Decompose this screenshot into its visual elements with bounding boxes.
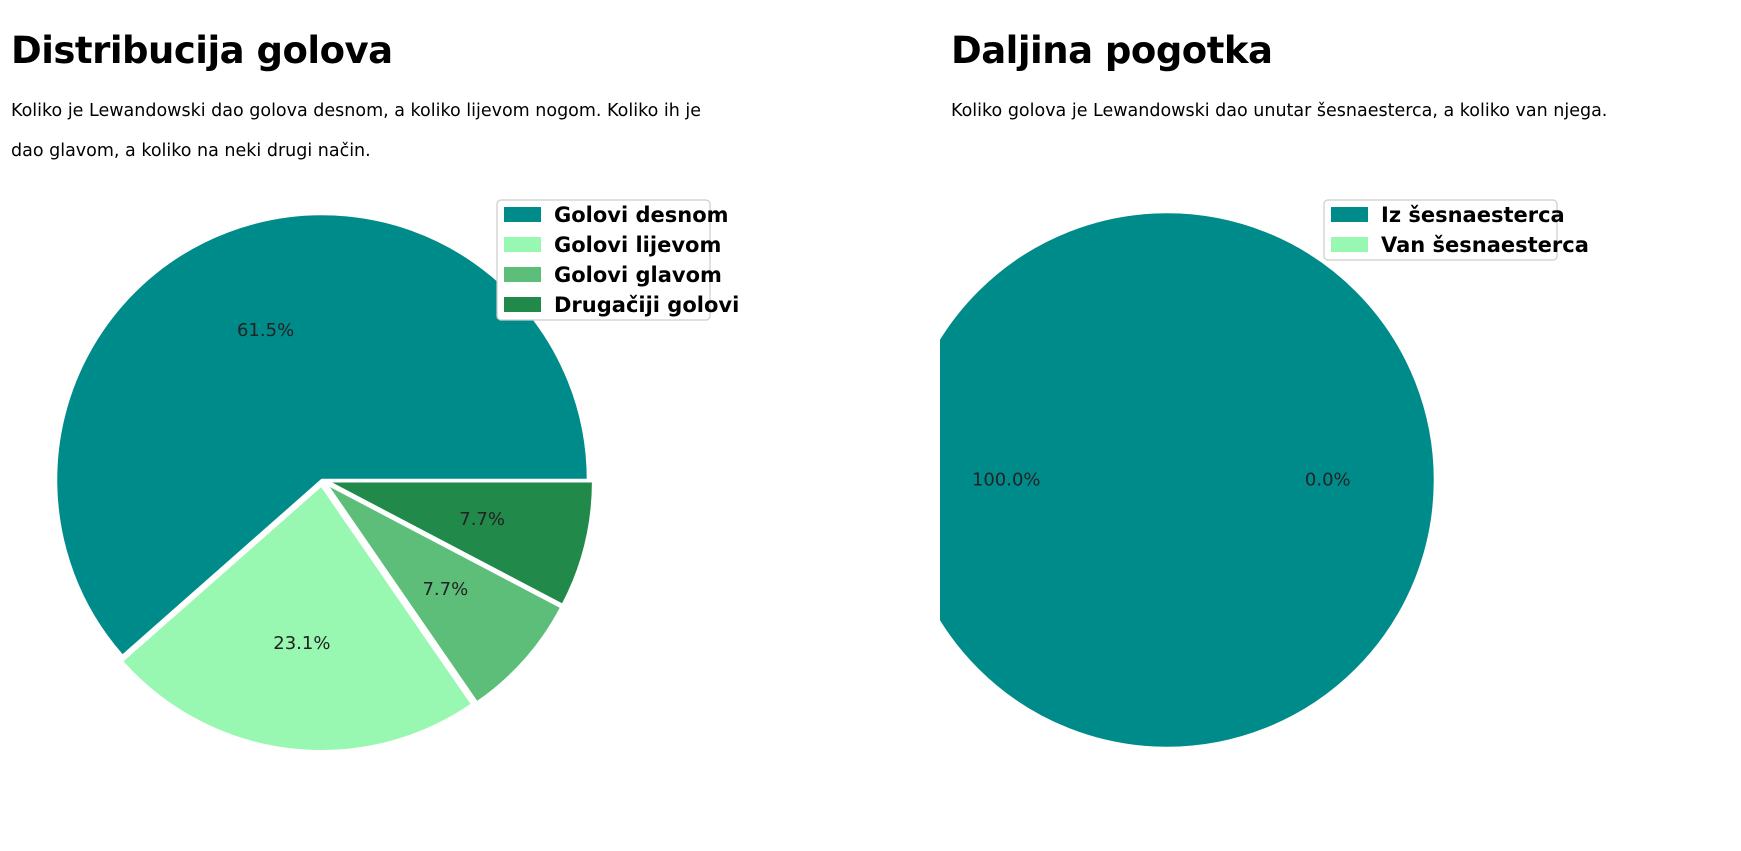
legend-swatch-golovi-lijevom: [504, 237, 541, 252]
goal-distribution-title: Distribucija golova: [11, 29, 393, 72]
legend-swatch-van-sesnaesterca: [1331, 237, 1368, 252]
legend-box: [496, 199, 711, 321]
pie-label-golovi-desnom: 61.5%: [237, 320, 294, 341]
pie-label-golovi-glavom: 7.7%: [422, 579, 468, 600]
goal-distribution-pie-chart: 61.5% 23.1% 7.7% 7.7% Golovi desnom Golovi l…: [54, 199, 739, 753]
pie-slice-golovi-lijevom: [120, 484, 474, 753]
legend-swatch-drugaciji-golovi: [504, 297, 541, 312]
legend-swatch-golovi-glavom: [504, 267, 541, 282]
legend-label-golovi-desnom: Golovi desnom: [554, 203, 729, 227]
legend-swatch-iz-sesnaesterca: [1331, 207, 1368, 222]
pie-slice-golovi-desnom: [54, 212, 590, 658]
pie-label-golovi-lijevom: 23.1%: [273, 633, 330, 654]
pie-label-van-sesnaesterca: 0.0%: [1305, 470, 1351, 491]
legend-label-golovi-lijevom: Golovi lijevom: [554, 233, 721, 257]
shot-distance-title: Daljina pogotka: [951, 29, 1273, 72]
shot-distance-pie-chart: 100.0% 0.0% Iz šesnaesterca Van šesnaester…: [940, 199, 1589, 750]
legend-label-iz-sesnaesterca: Iz šesnaesterca: [1381, 203, 1565, 227]
legend-label-van-sesnaesterca: Van šesnaesterca: [1381, 233, 1589, 257]
goal-distribution-description: Koliko je Lewandowski dao golova desnom,…: [11, 101, 702, 161]
legend-swatch-golovi-desnom: [504, 207, 541, 222]
pie-slice-iz-sesnaesterca: [940, 210, 1437, 750]
pie-label-iz-sesnaesterca: 100.0%: [972, 470, 1041, 491]
legend-label-golovi-glavom: Golovi glavom: [554, 263, 722, 287]
pie-slice-drugaciji-golovi: [325, 480, 595, 607]
pie-label-drugaciji-golovi: 7.7%: [459, 509, 505, 530]
legend-box: [1323, 199, 1558, 261]
shot-distance-description: Koliko golova je Lewandowski dao unutar …: [951, 101, 1608, 121]
legend-label-drugaciji-golovi: Drugačiji golovi: [554, 293, 739, 317]
pie-slice-golovi-glavom: [324, 482, 563, 704]
